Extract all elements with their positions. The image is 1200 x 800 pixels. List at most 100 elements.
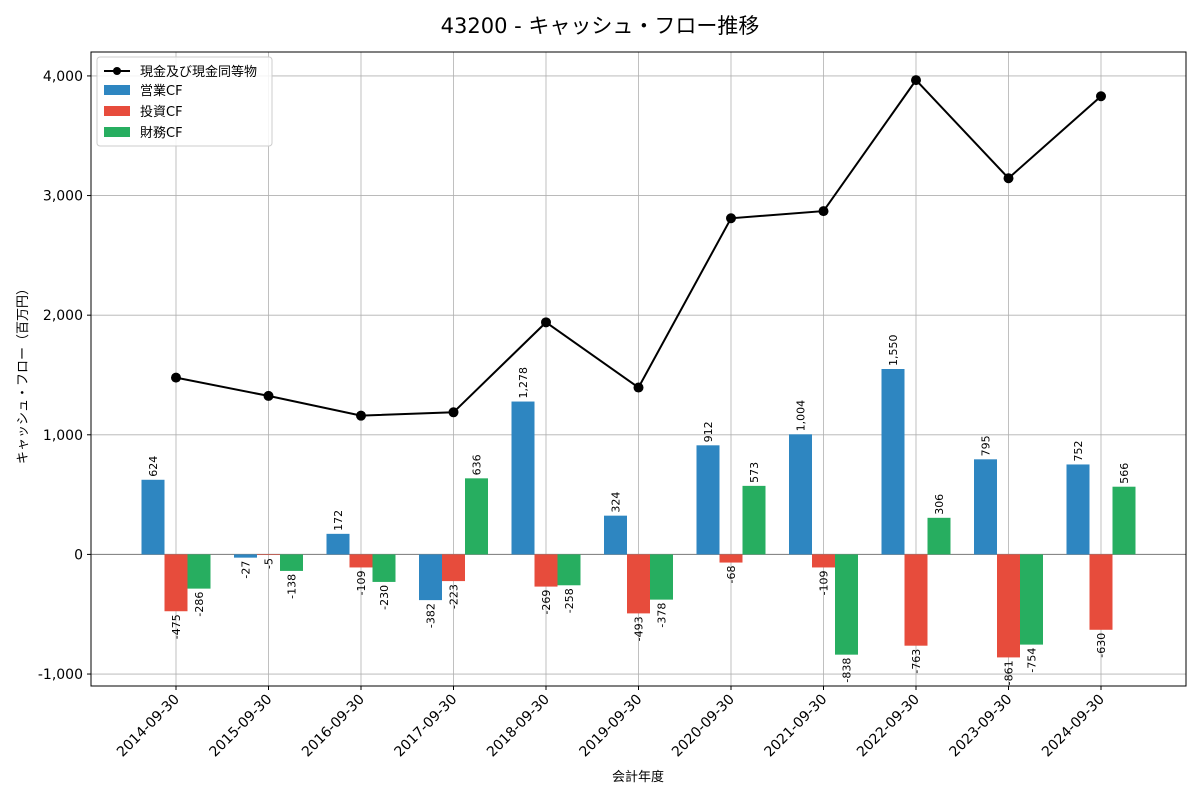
bar-value-label: -382 bbox=[425, 603, 438, 628]
bar-value-label: -68 bbox=[725, 566, 738, 584]
bar-value-label: -27 bbox=[240, 561, 253, 579]
cash-point bbox=[633, 382, 644, 393]
bar-value-label: -861 bbox=[1003, 660, 1016, 685]
bars bbox=[141, 369, 1136, 658]
y-tick-label: 1,000 bbox=[43, 428, 83, 444]
bar-value-label: -378 bbox=[656, 603, 669, 628]
bar bbox=[326, 533, 350, 555]
bar bbox=[557, 554, 581, 586]
bar-value-label: -109 bbox=[355, 570, 368, 595]
cash-point bbox=[171, 372, 181, 383]
grid-lines bbox=[91, 52, 1186, 686]
bar-value-label: -223 bbox=[448, 584, 461, 609]
bar-value-label: -286 bbox=[193, 592, 206, 617]
x-tick-label: 2020-09-30 bbox=[669, 692, 738, 761]
bar bbox=[604, 515, 627, 555]
bar-value-label: -838 bbox=[841, 658, 854, 683]
bar-value-label: 324 bbox=[610, 492, 623, 513]
legend-box bbox=[96, 56, 273, 147]
bar bbox=[349, 554, 373, 568]
cash-point bbox=[911, 75, 921, 86]
y-tick-label: 4,000 bbox=[43, 69, 83, 85]
cash-point bbox=[356, 410, 366, 421]
x-tick-label: 2015-09-30 bbox=[206, 692, 275, 761]
bar bbox=[234, 554, 257, 558]
legend-label-investing: 投資CF bbox=[140, 104, 183, 120]
bar-value-label: 624 bbox=[147, 456, 160, 477]
bar bbox=[465, 478, 488, 555]
bar bbox=[419, 554, 442, 601]
bar-value-label: -230 bbox=[378, 585, 391, 610]
bar bbox=[997, 554, 1020, 658]
bar bbox=[742, 485, 766, 555]
bar bbox=[719, 554, 743, 563]
bar-value-label: 306 bbox=[933, 494, 946, 515]
bar-value-label: -5 bbox=[263, 558, 276, 569]
bar bbox=[1089, 554, 1113, 630]
bar bbox=[1112, 486, 1136, 555]
legend-line-marker bbox=[113, 67, 121, 75]
y-tick-label: 3,000 bbox=[43, 189, 83, 205]
bar bbox=[696, 445, 720, 555]
bar bbox=[280, 554, 303, 571]
bar-value-label: 566 bbox=[1118, 463, 1131, 484]
legend-label-cash: 現金及び現金同等物 bbox=[140, 64, 257, 80]
bar bbox=[904, 554, 928, 646]
bar-value-label: -258 bbox=[563, 588, 576, 613]
bar-value-label: -630 bbox=[1095, 633, 1108, 658]
cash-point bbox=[1003, 173, 1014, 184]
x-tick-label: 2024-09-30 bbox=[1039, 692, 1108, 761]
legend-label-operating: 営業CF bbox=[140, 83, 183, 99]
axis-ticks: -1,000 0 1,000 2,000 3,000 4,000 2014-09-30 201… bbox=[38, 69, 1108, 760]
cash-point bbox=[263, 390, 274, 401]
bar-value-label: -763 bbox=[910, 649, 923, 674]
x-tick-label: 2021-09-30 bbox=[761, 692, 830, 761]
bar-value-label: -269 bbox=[540, 590, 553, 615]
y-tick-label: 2,000 bbox=[43, 308, 83, 324]
x-tick-label: 2018-09-30 bbox=[484, 692, 553, 761]
cash-point bbox=[1096, 91, 1106, 102]
bar bbox=[1020, 554, 1043, 645]
x-tick-label: 2014-09-30 bbox=[114, 692, 183, 761]
bar-value-label: 172 bbox=[332, 510, 345, 531]
bar bbox=[650, 554, 673, 600]
bar-value-label: 912 bbox=[702, 421, 715, 442]
cash-point bbox=[818, 206, 829, 217]
legend-swatch-investing bbox=[104, 106, 130, 116]
bar bbox=[534, 554, 558, 587]
bar bbox=[927, 517, 951, 555]
bar-value-label: 573 bbox=[748, 462, 761, 483]
bar-value-label: 636 bbox=[471, 454, 484, 475]
y-tick-label: 0 bbox=[74, 547, 83, 563]
legend-label-financing: 財務CF bbox=[140, 126, 183, 141]
y-axis-label: キャッシュ・フロー（百万円） bbox=[16, 282, 31, 464]
bar-value-label: 1,278 bbox=[517, 367, 530, 399]
bar-value-label: -754 bbox=[1026, 648, 1039, 673]
legend-swatch-operating bbox=[104, 85, 130, 95]
cash-point bbox=[541, 317, 551, 328]
bar-value-label: -109 bbox=[818, 570, 831, 595]
bar bbox=[187, 554, 211, 589]
cash-point bbox=[726, 213, 736, 224]
x-axis-label: 会計年度 bbox=[612, 769, 664, 785]
x-tick-label: 2017-09-30 bbox=[391, 692, 460, 761]
bar-value-label: -138 bbox=[286, 574, 299, 599]
bar-value-label: -493 bbox=[633, 616, 646, 641]
x-tick-label: 2023-09-30 bbox=[946, 692, 1015, 761]
y-tick-label: -1,000 bbox=[38, 667, 83, 683]
bar-value-label: -475 bbox=[170, 614, 183, 639]
x-tick-label: 2022-09-30 bbox=[854, 692, 923, 761]
bar bbox=[141, 479, 165, 555]
x-tick-label: 2019-09-30 bbox=[576, 692, 645, 761]
cash-point bbox=[448, 407, 459, 418]
bar-value-label: 1,550 bbox=[887, 335, 900, 367]
bar bbox=[974, 459, 997, 555]
bar bbox=[789, 434, 812, 555]
data-labels: 624 -27 172 -382 1,278 324 912 1,004 1,550 795 752… bbox=[147, 335, 1131, 686]
bar bbox=[372, 554, 396, 582]
bar bbox=[442, 554, 465, 582]
bar bbox=[164, 554, 188, 612]
legend: 現金及び現金同等物 営業CF 投資CF 財務CF bbox=[96, 56, 273, 147]
bar-value-label: 1,004 bbox=[795, 400, 808, 432]
